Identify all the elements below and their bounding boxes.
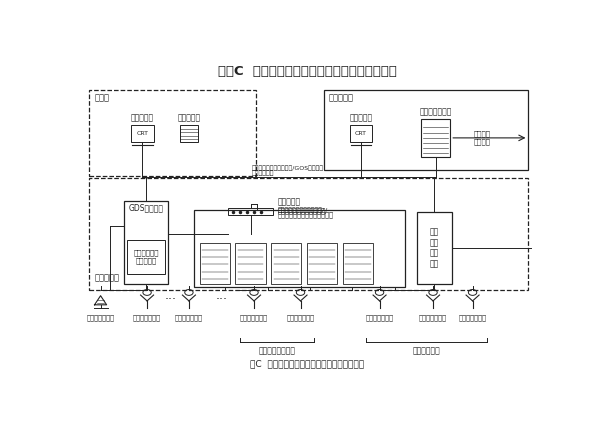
Text: 火灾报警控制器: 火灾报警控制器 xyxy=(419,107,452,117)
Bar xyxy=(89,178,529,290)
Text: 图C  可燃气体和有毒气体检测报警系统配置图: 图C 可燃气体和有毒气体检测报警系统配置图 xyxy=(250,359,365,368)
Text: 消防联动报警信号: 消防联动报警信号 xyxy=(259,346,296,355)
Text: 可燃气体探测器: 可燃气体探测器 xyxy=(287,314,314,321)
Text: 安全联锁信号: 安全联锁信号 xyxy=(412,346,440,355)
Bar xyxy=(307,243,337,284)
Text: 显示操作站: 显示操作站 xyxy=(131,113,154,122)
Bar xyxy=(89,90,256,176)
Text: 消防控制室: 消防控制室 xyxy=(328,93,353,102)
Text: 可燃气体探测器: 可燃气体探测器 xyxy=(458,314,487,321)
Bar xyxy=(194,210,405,287)
Text: 有毒气体探测器: 有毒气体探测器 xyxy=(175,314,203,321)
Text: CRT: CRT xyxy=(355,131,367,136)
Text: 专用可燃气体报警控制故障信号: 专用可燃气体报警控制故障信号 xyxy=(277,211,333,218)
Bar xyxy=(131,125,154,142)
Bar xyxy=(235,243,266,284)
Bar xyxy=(417,212,452,284)
Text: 安全
仪表
系统
机柜: 安全 仪表 系统 机柜 xyxy=(430,228,439,268)
Text: 可燃气体第二级报警信号/GOS报警控制: 可燃气体第二级报警信号/GOS报警控制 xyxy=(252,166,324,171)
Text: ···: ··· xyxy=(164,294,176,306)
Bar xyxy=(350,125,372,142)
Bar xyxy=(421,119,450,157)
Text: CRT: CRT xyxy=(136,131,148,136)
Bar xyxy=(200,243,230,284)
Text: GDS系统机柜: GDS系统机柜 xyxy=(128,204,163,213)
Text: 单元故障信号: 单元故障信号 xyxy=(252,170,274,176)
Bar xyxy=(229,208,272,215)
Bar xyxy=(124,201,168,284)
Text: 可燃气体探测器: 可燃气体探测器 xyxy=(365,314,394,321)
Bar xyxy=(180,125,198,142)
Text: 可燃气体消防联动报警信号/: 可燃气体消防联动报警信号/ xyxy=(277,208,325,213)
Text: 控制室: 控制室 xyxy=(95,94,110,103)
Bar xyxy=(343,243,373,284)
Bar xyxy=(127,240,165,274)
Bar xyxy=(271,243,301,284)
Text: 消防联动
控制信号: 消防联动 控制信号 xyxy=(473,131,491,145)
Text: 有毒气体探测器: 有毒气体探测器 xyxy=(419,314,447,321)
Text: 可燃气体消防联动报警信号/: 可燃气体消防联动报警信号/ xyxy=(277,207,328,214)
Text: 程控交换机: 程控交换机 xyxy=(277,198,301,206)
Text: 显示操作站: 显示操作站 xyxy=(349,113,373,122)
Text: 可燃气体探测器: 可燃气体探测器 xyxy=(240,314,268,321)
Text: 专用可燃气体
报警控制器: 专用可燃气体 报警控制器 xyxy=(133,250,158,264)
Bar xyxy=(324,90,529,170)
Text: 现场机柜室: 现场机柜室 xyxy=(95,273,119,282)
Text: 现场区域警报器: 现场区域警报器 xyxy=(86,314,115,321)
Text: 附录C  可燃气体和有毒气体检测报警系统配置图: 附录C 可燃气体和有毒气体检测报警系统配置图 xyxy=(218,66,397,78)
Text: 声光警报器: 声光警报器 xyxy=(178,113,200,122)
Text: 可燃气体探测器: 可燃气体探测器 xyxy=(133,314,161,321)
Text: ···: ··· xyxy=(215,294,227,306)
